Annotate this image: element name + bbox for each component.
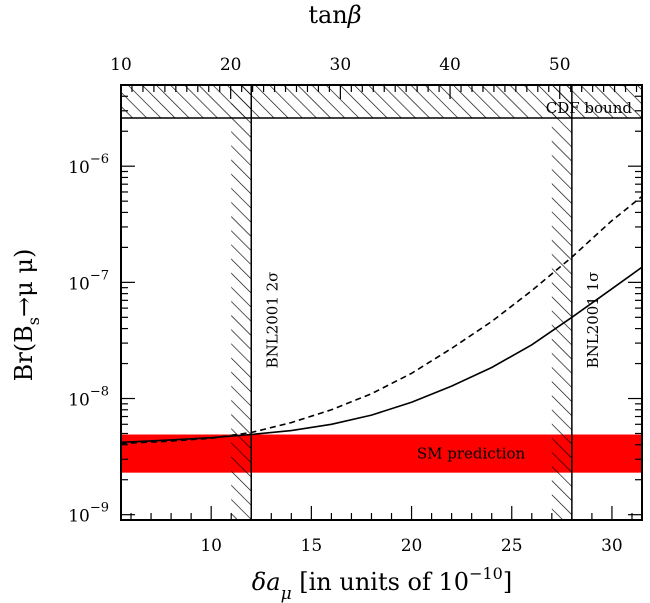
cdf-bound-label: CDF bound <box>546 99 633 117</box>
y-tick-label: 10−9 <box>68 501 109 527</box>
top-axis-title: tanβ <box>308 1 361 29</box>
series-line-0 <box>121 266 642 444</box>
x-tick-label: 15 <box>301 536 323 556</box>
top-tick-label: 10 <box>110 55 132 75</box>
y-tick-label: 10−6 <box>68 152 109 178</box>
annotations: SM prediction CDF bound BNL2001 2σ BNL2001 … <box>263 99 632 463</box>
top-tick-label: 20 <box>220 55 242 75</box>
x-tick-label: 10 <box>200 536 222 556</box>
plot-area <box>121 85 642 520</box>
sm-prediction-label: SM prediction <box>417 445 526 463</box>
y-tick-label: 10−8 <box>68 385 109 411</box>
tick-labels: 10 15 20 25 30 10 20 30 40 50 10−9 10−8 10−7 10−6 <box>68 55 623 556</box>
y-tick-label: 10−7 <box>68 268 109 294</box>
plot-frame <box>120 84 643 521</box>
x-tick-label: 30 <box>601 536 623 556</box>
band-3 <box>551 85 572 520</box>
x-tick-label: 25 <box>501 536 523 556</box>
top-tick-label: 50 <box>549 55 571 75</box>
band-2 <box>231 85 252 520</box>
series-line-1 <box>121 195 642 445</box>
y-axis-title: Br(Bs→μ μ) <box>10 249 43 382</box>
top-tick-label: 40 <box>439 55 461 75</box>
bnl-1sigma-label: BNL2001 1σ <box>584 272 602 369</box>
axis-ticks <box>120 84 642 521</box>
bnl-2sigma-label: BNL2001 2σ <box>263 272 281 369</box>
x-axis-title: δaμ [in units of 10−10] <box>252 564 512 603</box>
x-tick-label: 20 <box>401 536 423 556</box>
top-tick-label: 30 <box>330 55 352 75</box>
